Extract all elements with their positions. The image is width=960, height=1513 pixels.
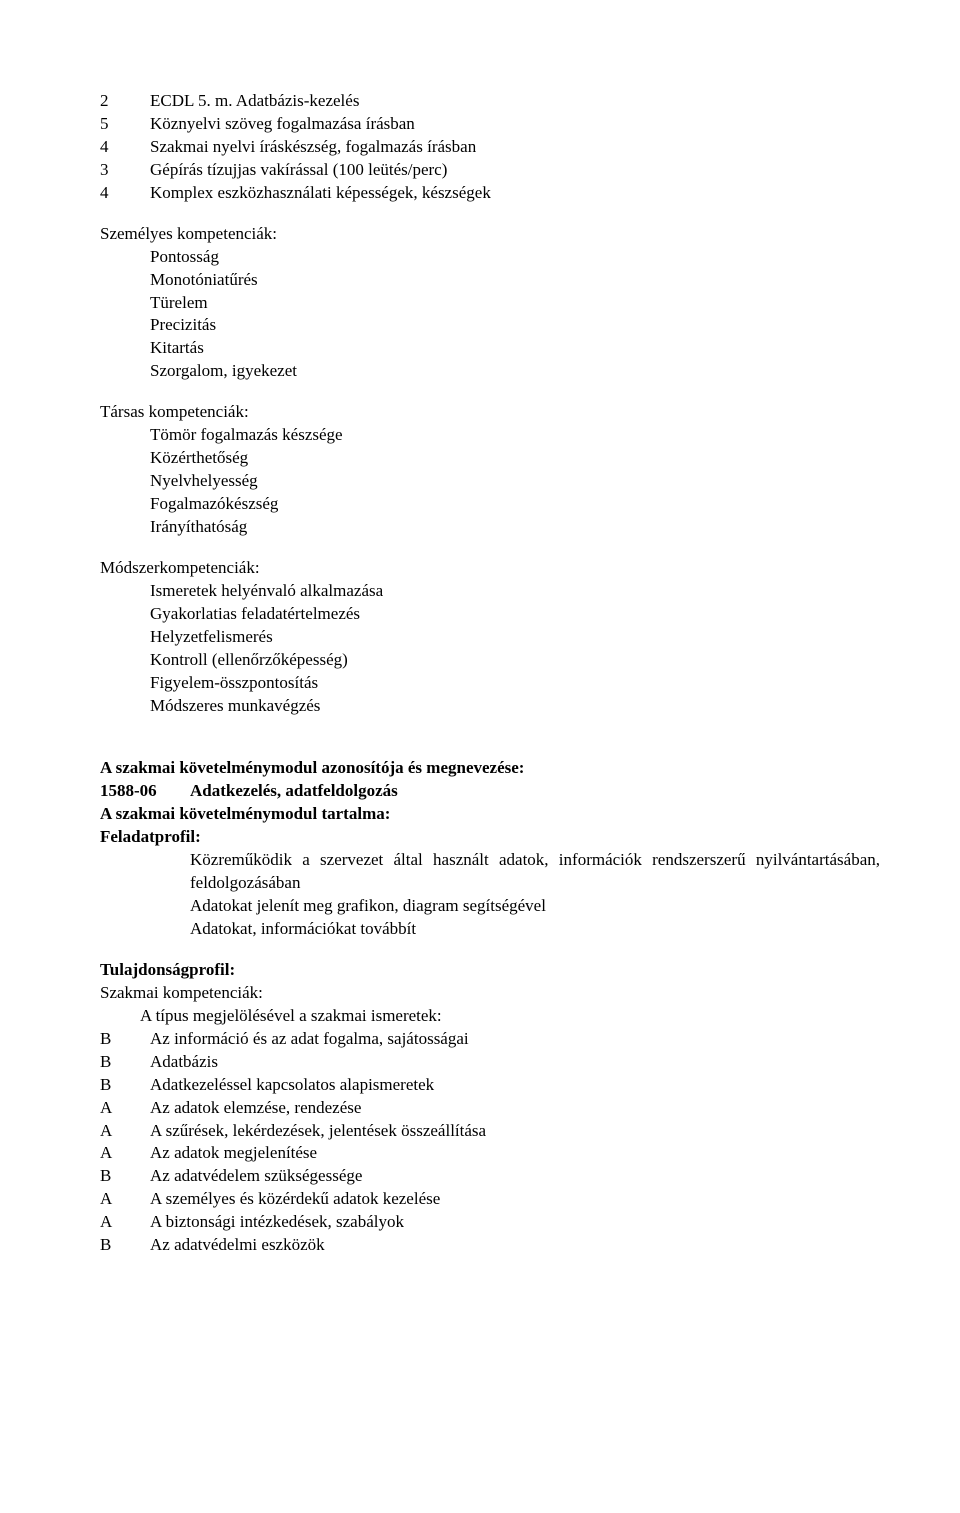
list-item: 5 Köznyelvi szöveg fogalmazása írásban [100,113,880,136]
competency-item: Irányíthatóság [150,516,880,539]
feladat-item: Közreműködik a szervezet által használt … [190,849,880,895]
table-row: B Az adatvédelmi eszközök [100,1234,880,1257]
type-letter: B [100,1028,150,1051]
module-id-heading: A szakmai követelménymodul azonosítója é… [100,757,880,780]
knowledge-text: Az adatok elemzése, rendezése [150,1097,880,1120]
table-row: A Az adatok megjelenítése [100,1142,880,1165]
table-row: A A biztonsági intézkedések, szabályok [100,1211,880,1234]
knowledge-text: A szűrések, lekérdezések, jelentések öss… [150,1120,880,1143]
item-number: 5 [100,113,150,136]
personal-competencies: Személyes kompetenciák: Pontosság Monotó… [100,223,880,384]
item-text: Köznyelvi szöveg fogalmazása írásban [150,113,880,136]
type-letter: A [100,1188,150,1211]
table-row: B Adatbázis [100,1051,880,1074]
item-text: ECDL 5. m. Adatbázis-kezelés [150,90,880,113]
module-code-title: Adatkezelés, adatfeldolgozás [190,780,398,803]
list-item: 4 Komplex eszközhasználati képességek, k… [100,182,880,205]
knowledge-text: Adatbázis [150,1051,880,1074]
type-letter: A [100,1097,150,1120]
competency-item: Pontosság [150,246,880,269]
table-row: A Az adatok elemzése, rendezése [100,1097,880,1120]
knowledge-text: Az adatvédelem szükségessége [150,1165,880,1188]
knowledge-text: Az adatok megjelenítése [150,1142,880,1165]
type-letter: B [100,1165,150,1188]
feladat-item: Adatokat jelenít meg grafikon, diagram s… [190,895,880,918]
social-competencies: Társas kompetenciák: Tömör fogalmazás ké… [100,401,880,539]
table-row: B Az információ és az adat fogalma, sajá… [100,1028,880,1051]
section-heading: Személyes kompetenciák: [100,223,880,246]
competency-item: Szorgalom, igyekezet [150,360,880,383]
competency-item: Gyakorlatias feladatértelmezés [150,603,880,626]
type-letter: A [100,1211,150,1234]
item-number: 4 [100,136,150,159]
competency-item: Monotóniatűrés [150,269,880,292]
module-block: A szakmai követelménymodul azonosítója é… [100,757,880,1257]
item-text: Komplex eszközhasználati képességek, kés… [150,182,880,205]
competency-item: Figyelem-összpontosítás [150,672,880,695]
module-code: 1588-06 [100,780,190,803]
competency-item: Kontroll (ellenőrzőképesség) [150,649,880,672]
item-number: 3 [100,159,150,182]
competency-item: Tömör fogalmazás készsége [150,424,880,447]
item-number: 4 [100,182,150,205]
feladatprofil-heading: Feladatprofil: [100,826,880,849]
top-numbered-list: 2 ECDL 5. m. Adatbázis-kezelés 5 Köznyel… [100,90,880,205]
table-row: B Adatkezeléssel kapcsolatos alapismeret… [100,1074,880,1097]
knowledge-table: B Az információ és az adat fogalma, sajá… [100,1028,880,1257]
module-code-row: 1588-06 Adatkezelés, adatfeldolgozás [100,780,880,803]
item-number: 2 [100,90,150,113]
module-content-heading: A szakmai követelménymodul tartalma: [100,803,880,826]
table-row: A A szűrések, lekérdezések, jelentések ö… [100,1120,880,1143]
tipus-line: A típus megjelölésével a szakmai ismeret… [140,1005,880,1028]
type-letter: A [100,1142,150,1165]
knowledge-text: Az információ és az adat fogalma, sajáto… [150,1028,880,1051]
table-row: A A személyes és közérdekű adatok kezelé… [100,1188,880,1211]
competency-item: Módszeres munkavégzés [150,695,880,718]
tulajdonsagprofil-heading: Tulajdonságprofil: [100,959,880,982]
table-row: B Az adatvédelem szükségessége [100,1165,880,1188]
item-text: Gépírás tízujjas vakírással (100 leütés/… [150,159,880,182]
list-item: 3 Gépírás tízujjas vakírással (100 leüté… [100,159,880,182]
item-text: Szakmai nyelvi íráskészség, fogalmazás í… [150,136,880,159]
type-letter: A [100,1120,150,1143]
competency-item: Helyzetfelismerés [150,626,880,649]
knowledge-text: Az adatvédelmi eszközök [150,1234,880,1257]
list-item: 4 Szakmai nyelvi íráskészség, fogalmazás… [100,136,880,159]
competency-item: Türelem [150,292,880,315]
knowledge-text: A biztonsági intézkedések, szabályok [150,1211,880,1234]
competency-item: Fogalmazókészség [150,493,880,516]
competency-item: Precizitás [150,314,880,337]
type-letter: B [100,1074,150,1097]
section-heading: Módszerkompetenciák: [100,557,880,580]
competency-item: Közérthetőség [150,447,880,470]
list-item: 2 ECDL 5. m. Adatbázis-kezelés [100,90,880,113]
knowledge-text: Adatkezeléssel kapcsolatos alapismeretek [150,1074,880,1097]
competency-item: Ismeretek helyénvaló alkalmazása [150,580,880,603]
knowledge-text: A személyes és közérdekű adatok kezelése [150,1188,880,1211]
competency-item: Nyelvhelyesség [150,470,880,493]
feladat-item: Adatokat, információkat továbbít [190,918,880,941]
type-letter: B [100,1234,150,1257]
szakmai-heading: Szakmai kompetenciák: [100,982,880,1005]
type-letter: B [100,1051,150,1074]
section-heading: Társas kompetenciák: [100,401,880,424]
competency-item: Kitartás [150,337,880,360]
method-competencies: Módszerkompetenciák: Ismeretek helyénval… [100,557,880,718]
